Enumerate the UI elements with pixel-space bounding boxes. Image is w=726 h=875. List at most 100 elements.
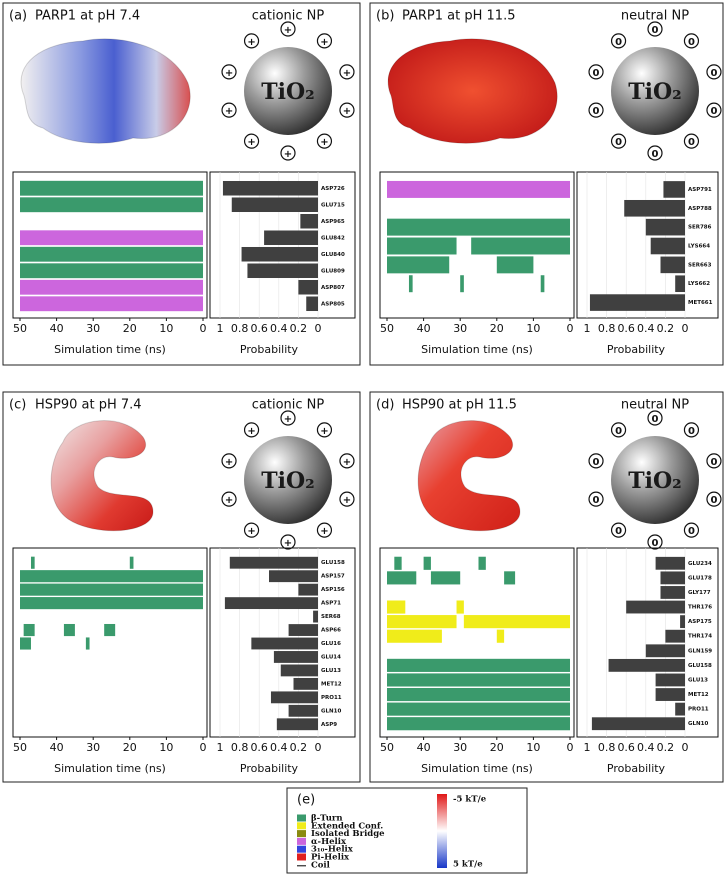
- x-tick-label: 30: [86, 741, 100, 754]
- x-tick-label: 30: [453, 741, 467, 754]
- x-axis-label: Probability: [240, 343, 299, 356]
- structure-segment: [20, 637, 31, 650]
- bar: [663, 181, 685, 198]
- charge-ring: [610, 522, 627, 538]
- category-label: ASP805: [321, 301, 345, 307]
- panel-title: HSP90 at pH 11.5: [402, 398, 517, 413]
- bar: [626, 600, 685, 614]
- x-tick-label: 20: [490, 741, 504, 754]
- panel-title: PARP1 at pH 7.4: [35, 9, 140, 24]
- legend-swatch: [297, 837, 306, 845]
- category-label: GLU809: [321, 268, 345, 274]
- np-charge: 0: [710, 495, 717, 506]
- x-tick-label: 1: [217, 322, 224, 335]
- x-tick-label: 40: [417, 322, 431, 335]
- bar: [655, 673, 685, 687]
- x-tick-label: 0.6: [250, 741, 268, 754]
- x-axis-label: Probability: [607, 343, 666, 356]
- structure-segment: [387, 673, 570, 687]
- bar: [224, 597, 318, 610]
- charge-ring: [683, 422, 700, 438]
- charge-ring: [339, 64, 355, 80]
- category-label: LYS662: [688, 281, 710, 287]
- colorbar-label: -5 kT/e: [453, 795, 487, 805]
- x-tick-label: 0.8: [598, 741, 616, 754]
- structure-segment: [30, 556, 35, 569]
- structure-segment: [387, 218, 570, 236]
- structure-segment: [408, 275, 413, 293]
- category-label: GLU715: [321, 202, 345, 208]
- category-label: ASP157: [321, 574, 345, 580]
- structure-segment: [463, 615, 570, 629]
- charge-ring: [243, 522, 260, 538]
- category-label: MET12: [688, 692, 709, 698]
- x-axis-label: Simulation time (ns): [54, 762, 166, 775]
- bar: [665, 629, 685, 643]
- category-label: GLU14: [321, 654, 341, 660]
- np-core: TiO₂: [261, 79, 315, 105]
- category-label: GLN10: [688, 721, 708, 727]
- x-tick-label: 0: [567, 741, 574, 754]
- np-charge: +: [225, 495, 233, 506]
- legend-entry: Pi-Helix: [311, 853, 350, 863]
- np-charge: 0: [688, 426, 695, 437]
- np-charge: 0: [615, 526, 622, 537]
- category-label: GLU178: [688, 575, 712, 581]
- x-axis-label: Simulation time (ns): [54, 343, 166, 356]
- structure-segment: [387, 658, 570, 672]
- structure-segment: [456, 600, 464, 614]
- bar: [222, 180, 318, 196]
- structure-segment: [20, 263, 203, 279]
- panel: (a) PARP1 at pH 7.4 cationic NP TiO₂ + + + + + + +…: [2, 2, 361, 366]
- np-charge: 0: [652, 414, 659, 425]
- np-charge: +: [343, 495, 351, 506]
- bar: [675, 275, 685, 293]
- np-charge: +: [284, 149, 292, 160]
- x-tick-label: 0.2: [657, 741, 675, 754]
- category-label: LYS664: [688, 244, 710, 250]
- x-tick-label: 0.2: [657, 322, 675, 335]
- panel: (d) HSP90 at pH 11.5 neutral NPTiO₂0000000…: [369, 391, 724, 783]
- x-tick-label: 10: [526, 741, 540, 754]
- bar: [241, 246, 318, 262]
- nanoparticle: [611, 47, 699, 135]
- x-tick-label: 40: [50, 741, 64, 754]
- structure-segment: [478, 556, 486, 570]
- bar: [645, 218, 685, 236]
- legend-swatch: [297, 814, 306, 822]
- x-tick-label: 0: [200, 741, 207, 754]
- np-charge: 0: [593, 457, 600, 468]
- structure-segment: [460, 275, 464, 293]
- panel-title: PARP1 at pH 11.5: [402, 9, 515, 24]
- bar-frame: [576, 547, 719, 738]
- nanoparticle: [244, 47, 332, 135]
- x-tick-label: 50: [380, 741, 394, 754]
- charge-ring: [280, 145, 296, 161]
- timeline-frame: [12, 171, 208, 319]
- structure-segment: [20, 597, 203, 610]
- bar: [624, 199, 685, 217]
- structure-segment: [504, 571, 516, 585]
- category-label: ASP726: [321, 186, 345, 192]
- x-tick-label: 0.2: [290, 322, 308, 335]
- panel: (c) HSP90 at pH 7.4 cationic NP TiO₂ + + + + + + +…: [2, 391, 361, 783]
- bar: [589, 294, 685, 311]
- structure-segment: [63, 623, 75, 637]
- np-charge: 0: [593, 106, 600, 117]
- category-label: ASP788: [688, 206, 712, 212]
- structure-segment: [129, 556, 134, 569]
- x-tick-label: 0: [200, 322, 207, 335]
- legend-entry: 3₁₀-Helix: [311, 845, 354, 855]
- legend-entry: α-Helix: [311, 837, 347, 847]
- colorbar-label: 5 kT/e: [453, 860, 483, 870]
- category-label: THR174: [688, 634, 712, 640]
- timeline-frame: [379, 547, 575, 738]
- bar: [293, 677, 318, 690]
- np-core: TiO₂: [628, 468, 682, 494]
- bar: [298, 583, 318, 596]
- category-label: SER68: [321, 614, 341, 620]
- x-tick-label: 1: [217, 741, 224, 754]
- bar: [608, 658, 685, 672]
- panel-title: HSP90 at pH 7.4: [35, 398, 142, 413]
- charge-ring: [683, 133, 700, 149]
